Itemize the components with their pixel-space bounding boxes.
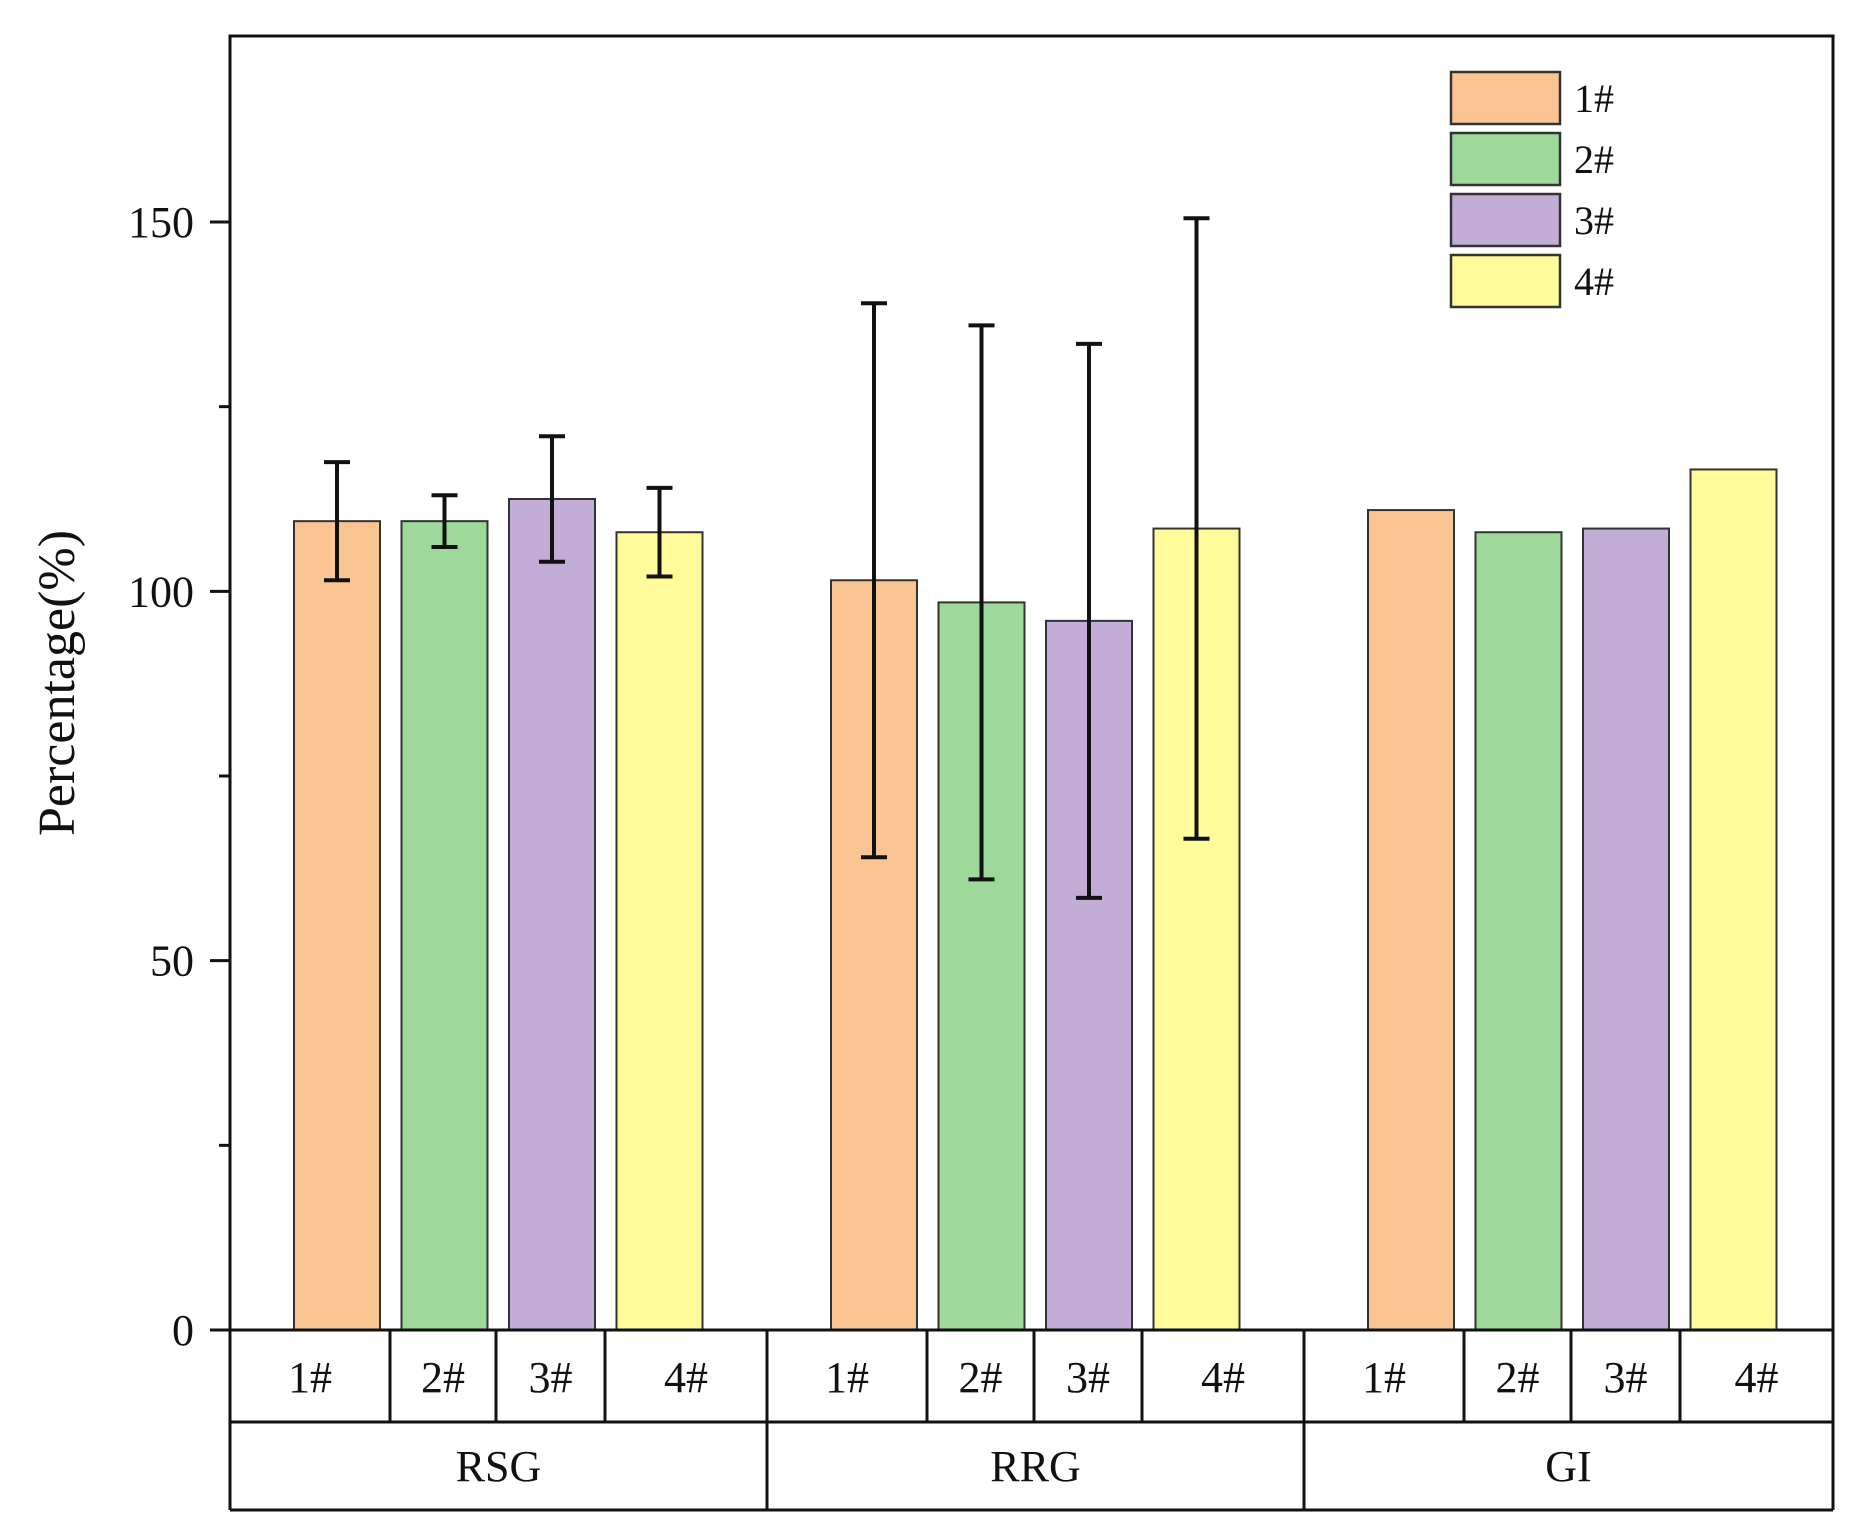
error-bar-rsg-1 xyxy=(324,460,350,583)
category-label: 3# xyxy=(1066,1353,1110,1402)
y-tick-label: 150 xyxy=(128,198,194,247)
legend-label: 1# xyxy=(1574,76,1614,121)
category-label: 4# xyxy=(1201,1353,1245,1402)
legend-label: 2# xyxy=(1574,137,1614,182)
group-labels: RSG RRG GI xyxy=(456,1330,1592,1510)
y-tick-label: 50 xyxy=(150,937,194,986)
legend-swatch xyxy=(1449,70,1562,126)
category-label: 2# xyxy=(1496,1353,1540,1402)
bar-gi-3 xyxy=(1582,527,1670,1331)
legend-item-3: 3# xyxy=(1449,192,1614,248)
y-axis-title: Percentage(%) xyxy=(29,530,86,836)
y-tick-label: 100 xyxy=(128,567,194,616)
group-label-rrg: RRG xyxy=(990,1442,1080,1491)
legend-label: 4# xyxy=(1574,259,1614,304)
error-bar-rrg-2 xyxy=(968,323,995,882)
bar-rsg-4 xyxy=(615,531,704,1331)
category-label: 3# xyxy=(529,1353,573,1402)
bar-gi-4 xyxy=(1689,468,1778,1332)
bars xyxy=(230,468,1833,1332)
error-bar-rrg-3 xyxy=(1076,341,1102,900)
y-axis: 0 50 100 150 xyxy=(128,198,230,1355)
error-bar-rrg-4 xyxy=(1183,216,1210,841)
bar-rsg-3 xyxy=(508,498,596,1331)
category-label: 2# xyxy=(421,1353,465,1402)
error-bar-rsg-3 xyxy=(539,434,565,564)
error-bar-rsg-4 xyxy=(646,485,673,579)
legend-item-1: 1# xyxy=(1449,70,1614,126)
category-label: 3# xyxy=(1604,1353,1648,1402)
legend-label: 3# xyxy=(1574,198,1614,243)
bar-rsg-1 xyxy=(293,520,381,1331)
error-bar-rrg-1 xyxy=(861,301,887,860)
y-tick-label: 0 xyxy=(172,1306,194,1355)
legend: 1# 2# 3# 4# xyxy=(1449,70,1614,309)
legend-swatch xyxy=(1449,253,1562,309)
category-label: 4# xyxy=(1735,1353,1779,1402)
category-labels: 1# 2# 3# 4# 1# 2# 3# 4# 1# 2# 3# 4# xyxy=(288,1330,1779,1422)
category-label: 1# xyxy=(825,1353,869,1402)
group-label-rsg: RSG xyxy=(456,1442,542,1491)
bar-gi-1 xyxy=(1367,509,1455,1331)
legend-item-4: 4# xyxy=(1449,253,1614,309)
legend-item-2: 2# xyxy=(1449,131,1614,187)
group-label-gi: GI xyxy=(1545,1442,1591,1491)
category-label: 1# xyxy=(1362,1353,1406,1402)
error-bar-rsg-2 xyxy=(431,493,458,550)
error-bars xyxy=(324,216,1210,900)
category-label: 4# xyxy=(664,1353,708,1402)
bar-gi-2 xyxy=(1474,531,1563,1331)
bar-rsg-2 xyxy=(400,520,489,1331)
bar-rrg-3 xyxy=(1045,619,1133,1331)
category-label: 2# xyxy=(959,1353,1003,1402)
category-label: 1# xyxy=(288,1353,332,1402)
legend-swatch xyxy=(1449,131,1562,187)
legend-swatch xyxy=(1449,192,1562,248)
